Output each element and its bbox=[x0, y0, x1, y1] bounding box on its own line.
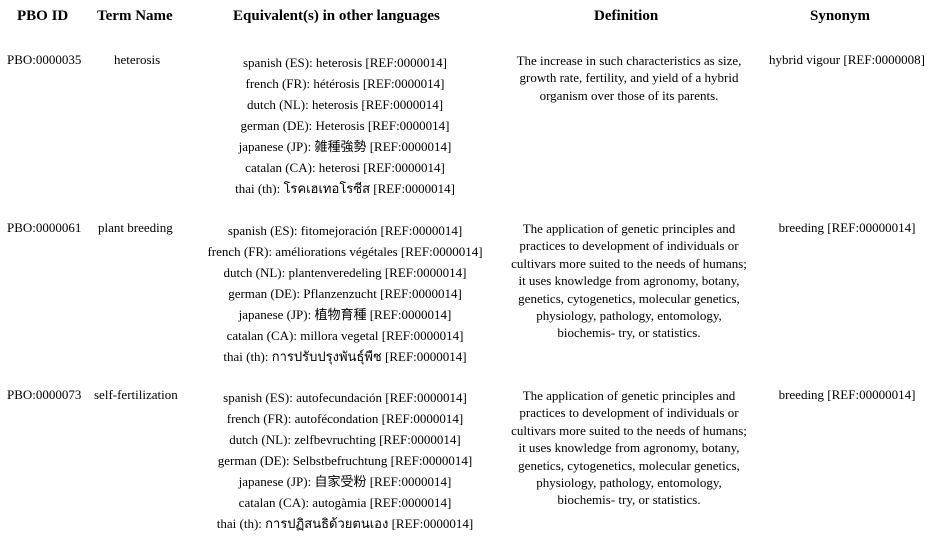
equivalent-dutch: dutch (NL): plantenveredeling [REF:00000… bbox=[223, 265, 467, 280]
equivalent-german: german (DE): Heterosis [REF:0000014] bbox=[240, 118, 450, 133]
equivalent-catalan: catalan (CA): autogàmia [REF:0000014] bbox=[238, 495, 452, 510]
equivalent-japanese: japanese (JP): 植物育種 [REF:0000014] bbox=[238, 307, 452, 322]
equivalent-german: german (DE): Pflanzenzucht [REF:0000014] bbox=[228, 286, 462, 301]
pbo-id-cell: PBO:0000061 bbox=[7, 220, 82, 235]
synonym-cell: breeding [REF:00000014] bbox=[778, 387, 916, 402]
equivalents-cell: spanish (ES): heterosis [REF:0000014] fr… bbox=[190, 52, 500, 199]
definition-cell: The increase in such characteristics as … bbox=[516, 53, 742, 103]
definition-cell: The application of genetic principles an… bbox=[511, 221, 747, 341]
header-definition: Definition bbox=[594, 8, 659, 24]
definition-cell: The application of genetic principles an… bbox=[511, 388, 747, 508]
pbo-id-cell: PBO:0000073 bbox=[7, 387, 82, 402]
table-header: PBO ID Term Name Equivalent(s) in other … bbox=[0, 8, 940, 28]
equivalent-spanish: spanish (ES): heterosis [REF:0000014] bbox=[242, 55, 447, 70]
synonym-cell: hybrid vigour [REF:0000008] bbox=[769, 52, 925, 67]
equivalent-catalan: catalan (CA): millora vegetal [REF:00000… bbox=[226, 328, 464, 343]
equivalent-german: german (DE): Selbstbefruchtung [REF:0000… bbox=[217, 453, 473, 468]
equivalent-thai: thai (th): โรคเฮเทอโรซีส [REF:0000014] bbox=[235, 181, 455, 196]
equivalent-spanish: spanish (ES): autofecundación [REF:00000… bbox=[223, 390, 467, 405]
equivalent-french: french (FR): autofécondation [REF:000001… bbox=[226, 411, 464, 426]
equivalent-spanish: spanish (ES): fitomejoración [REF:000001… bbox=[227, 223, 463, 238]
term-name-cell: heterosis bbox=[114, 52, 161, 67]
header-equivalents: Equivalent(s) in other languages bbox=[233, 8, 440, 24]
equivalent-french: french (FR): hétérosis [REF:0000014] bbox=[245, 76, 445, 91]
equivalents-cell: spanish (ES): fitomejoración [REF:000001… bbox=[190, 220, 500, 367]
pbo-id-cell: PBO:0000035 bbox=[7, 52, 82, 67]
header-pbo-id: PBO ID bbox=[17, 8, 69, 24]
equivalent-japanese: japanese (JP): 自家受粉 [REF:0000014] bbox=[238, 474, 452, 489]
header-synonym: Synonym bbox=[810, 8, 871, 24]
term-name-cell: plant breeding bbox=[98, 220, 173, 235]
header-term-name: Term Name bbox=[97, 8, 173, 24]
equivalent-thai: thai (th): การปรับปรุงพันธุ์พืช [REF:000… bbox=[223, 349, 467, 364]
equivalent-catalan: catalan (CA): heterosi [REF:0000014] bbox=[245, 160, 445, 175]
equivalent-dutch: dutch (NL): heterosis [REF:0000014] bbox=[246, 97, 444, 112]
equivalent-dutch: dutch (NL): zelfbevruchting [REF:0000014… bbox=[229, 432, 461, 447]
equivalent-thai: thai (th): การปฏิสนธิด้วยตนเอง [REF:0000… bbox=[216, 516, 474, 531]
equivalent-japanese: japanese (JP): 雑種強勢 [REF:0000014] bbox=[238, 139, 452, 154]
equivalents-cell: spanish (ES): autofecundación [REF:00000… bbox=[190, 387, 500, 534]
term-name-cell: self-fertilization bbox=[94, 387, 178, 402]
synonym-cell: breeding [REF:00000014] bbox=[778, 220, 916, 235]
equivalent-french: french (FR): améliorations végétales [RE… bbox=[207, 244, 483, 259]
